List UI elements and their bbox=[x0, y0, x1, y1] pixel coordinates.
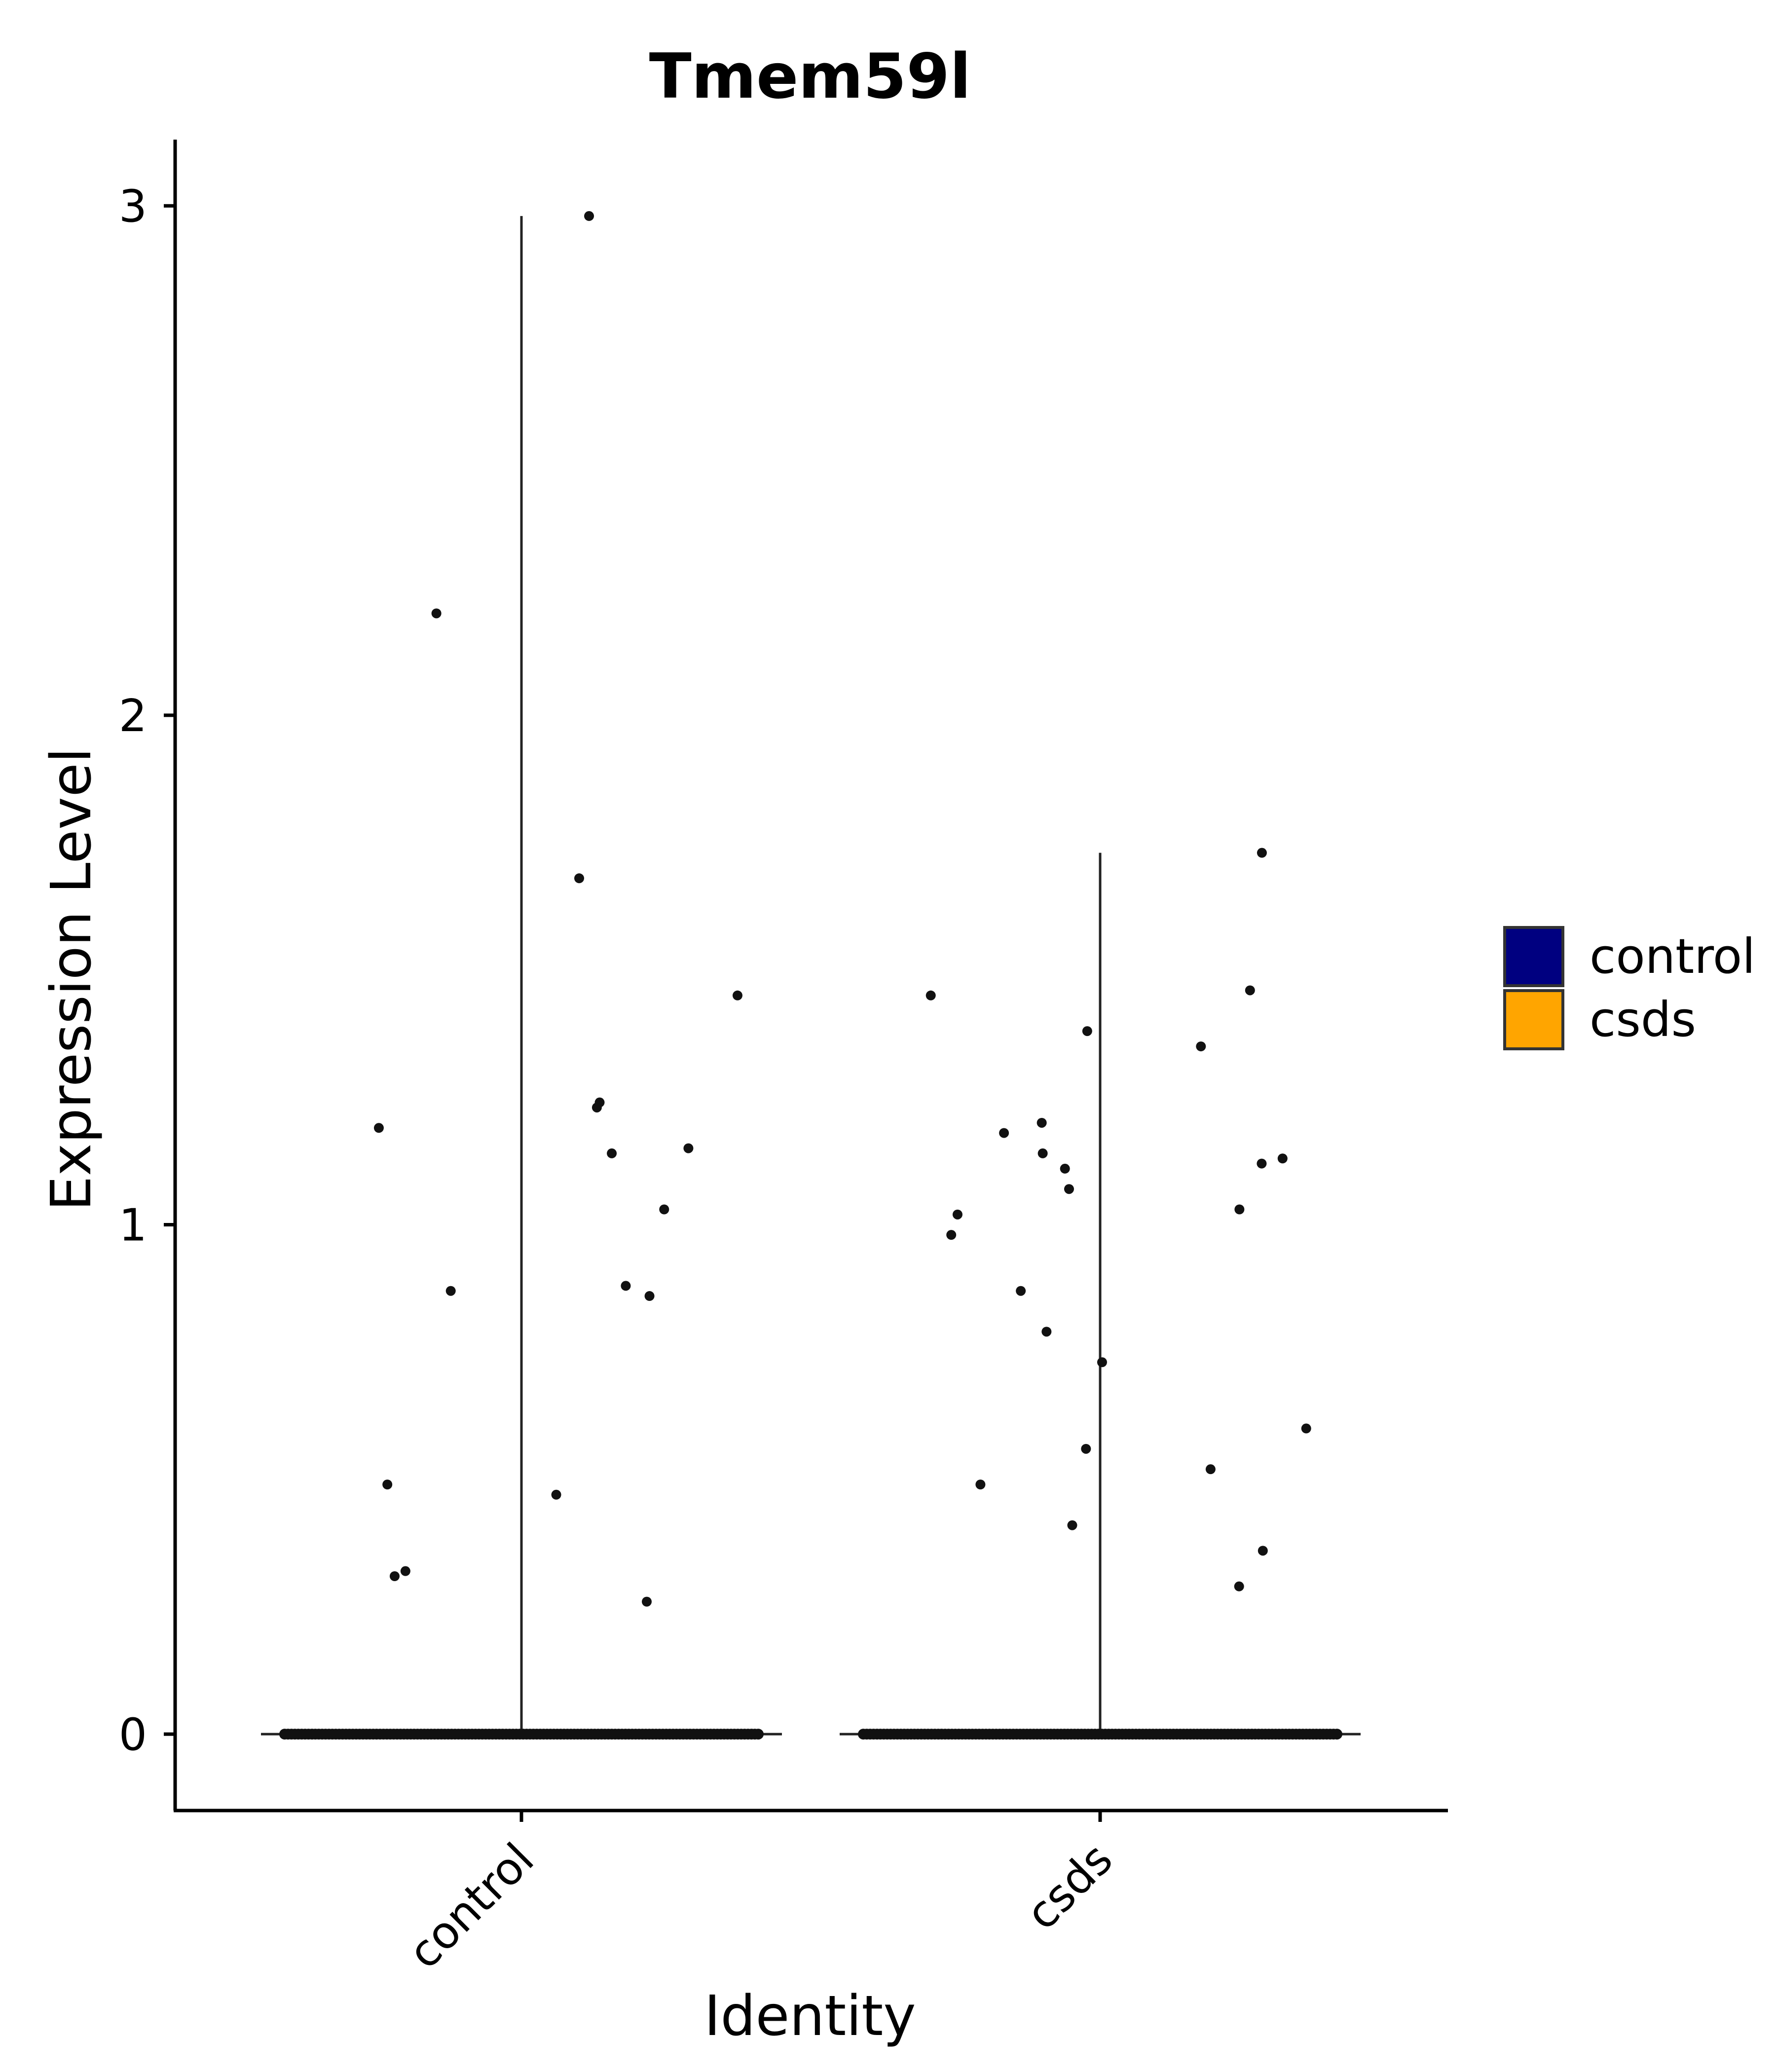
legend-swatch-control bbox=[1503, 926, 1564, 987]
data-point bbox=[621, 1281, 631, 1291]
y-tick-label: 3 bbox=[119, 181, 147, 232]
data-point bbox=[551, 1489, 561, 1500]
data-point bbox=[431, 608, 442, 619]
zero-points-csds bbox=[858, 1729, 1342, 1740]
data-point bbox=[400, 1566, 410, 1576]
data-point bbox=[946, 1230, 957, 1240]
data-point bbox=[1037, 1148, 1048, 1158]
data-point bbox=[659, 1204, 669, 1215]
data-point bbox=[382, 1480, 393, 1490]
data-point-zero bbox=[1332, 1729, 1342, 1740]
x-tick-label: control bbox=[399, 1833, 544, 1979]
data-point bbox=[1041, 1327, 1052, 1337]
legend-swatch-csds bbox=[1503, 989, 1564, 1050]
data-point bbox=[574, 873, 585, 884]
data-point bbox=[1245, 985, 1255, 996]
data-point bbox=[1301, 1423, 1311, 1434]
data-point bbox=[1016, 1286, 1026, 1296]
data-point bbox=[1036, 1117, 1047, 1128]
legend-label-csds: csds bbox=[1590, 992, 1696, 1047]
data-point bbox=[1234, 1581, 1244, 1591]
data-point bbox=[1258, 1546, 1268, 1556]
x-axis-title: Identity bbox=[704, 1984, 916, 2048]
data-point bbox=[925, 990, 936, 1000]
y-tick-label: 0 bbox=[119, 1709, 147, 1761]
y-tick-label: 2 bbox=[119, 690, 147, 742]
zero-points-control bbox=[279, 1729, 764, 1740]
data-point-zero bbox=[753, 1729, 764, 1740]
legend-label-control: control bbox=[1590, 928, 1755, 984]
data-point bbox=[1081, 1443, 1091, 1454]
data-point bbox=[1196, 1041, 1206, 1052]
data-point bbox=[1257, 1158, 1267, 1169]
data-point bbox=[975, 1480, 986, 1490]
data-point bbox=[641, 1596, 652, 1607]
data-point bbox=[1277, 1153, 1288, 1164]
plot-area bbox=[261, 211, 1361, 1740]
data-point bbox=[445, 1286, 456, 1296]
data-point bbox=[1257, 848, 1267, 858]
data-point bbox=[644, 1291, 655, 1301]
data-point bbox=[683, 1143, 694, 1153]
legend: control csds bbox=[1503, 926, 1755, 1050]
y-axis-title: Expression Level bbox=[39, 747, 104, 1211]
data-point bbox=[999, 1128, 1009, 1138]
data-point bbox=[389, 1571, 400, 1581]
x-axis-ticks: control csds bbox=[399, 1811, 1123, 1979]
data-point bbox=[1234, 1204, 1245, 1215]
data-point bbox=[1082, 1026, 1092, 1036]
data-point bbox=[952, 1209, 962, 1220]
data-point bbox=[584, 211, 594, 221]
data-point bbox=[592, 1102, 602, 1112]
data-point bbox=[373, 1123, 384, 1133]
data-point bbox=[607, 1148, 617, 1158]
data-point bbox=[1060, 1163, 1070, 1174]
x-tick-label: csds bbox=[1016, 1833, 1123, 1940]
data-point bbox=[1097, 1357, 1107, 1368]
chart-title: Tmem59l bbox=[649, 40, 971, 112]
data-point bbox=[1067, 1520, 1077, 1530]
data-point bbox=[732, 990, 742, 1000]
data-point bbox=[1205, 1464, 1216, 1475]
y-tick-label: 1 bbox=[119, 1199, 147, 1251]
data-point bbox=[1064, 1184, 1074, 1194]
y-axis-ticks: 0 1 2 3 bbox=[119, 181, 175, 1761]
